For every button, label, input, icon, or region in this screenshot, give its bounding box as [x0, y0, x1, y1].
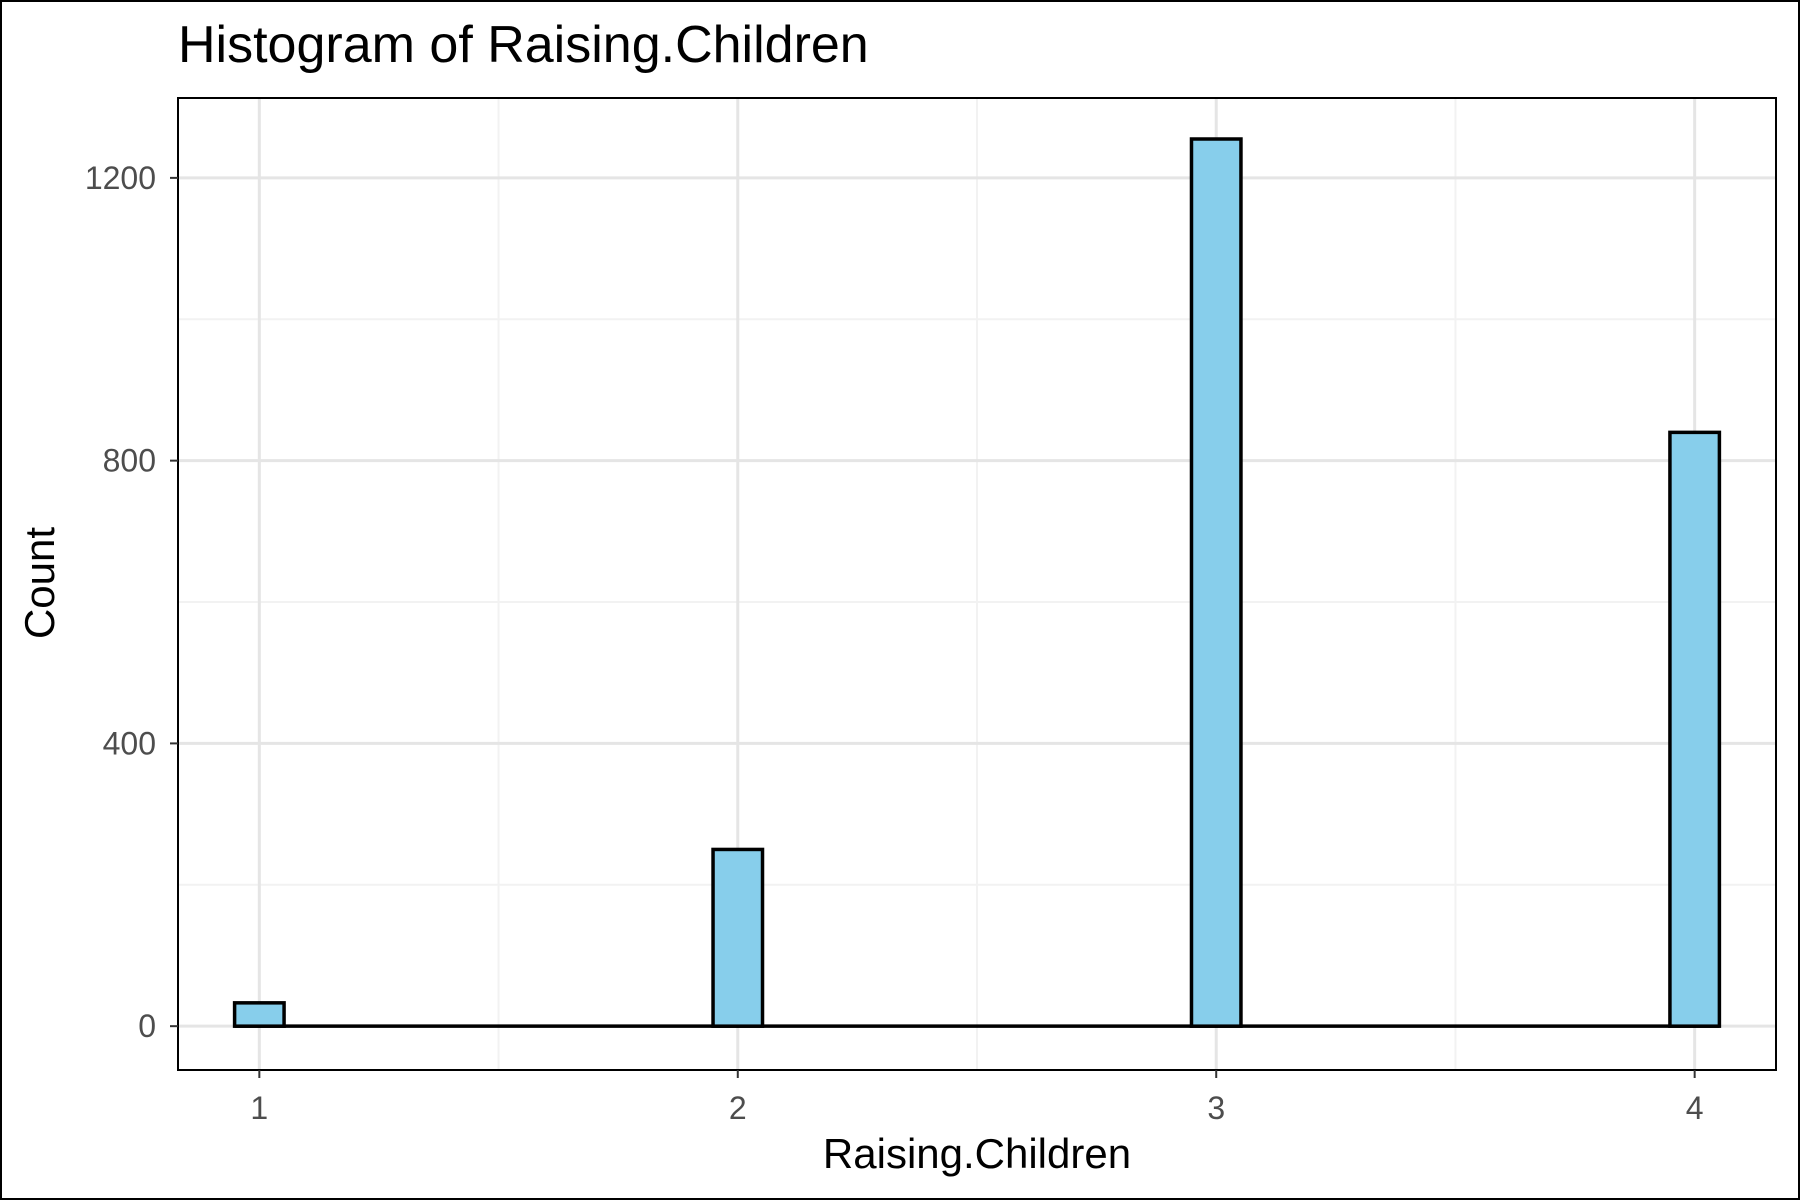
y-tick-label: 800 [103, 443, 156, 479]
x-tick-label: 4 [1686, 1090, 1704, 1126]
histogram-bar [232, 1001, 286, 1028]
chart-title: Histogram of Raising.Children [178, 16, 869, 74]
y-tick-label: 0 [138, 1008, 156, 1044]
histogram-bar [1189, 137, 1243, 1028]
x-axis-title: Raising.Children [823, 1130, 1131, 1177]
y-tick-label: 400 [103, 725, 156, 761]
y-tick-label: 1200 [85, 160, 156, 196]
x-tick-label: 3 [1207, 1090, 1225, 1126]
x-tick-label: 2 [729, 1090, 747, 1126]
panel-border [177, 97, 1777, 1071]
ticks-layer: 1 2 3 4 0 400 800 1200 [85, 160, 1704, 1126]
grid-layer [178, 98, 1776, 1070]
y-axis-title: Count [16, 527, 63, 639]
x-tick-label: 1 [250, 1090, 268, 1126]
bars-layer [232, 137, 1722, 1028]
histogram-bar [711, 847, 765, 1028]
histogram-bar [1668, 430, 1722, 1028]
